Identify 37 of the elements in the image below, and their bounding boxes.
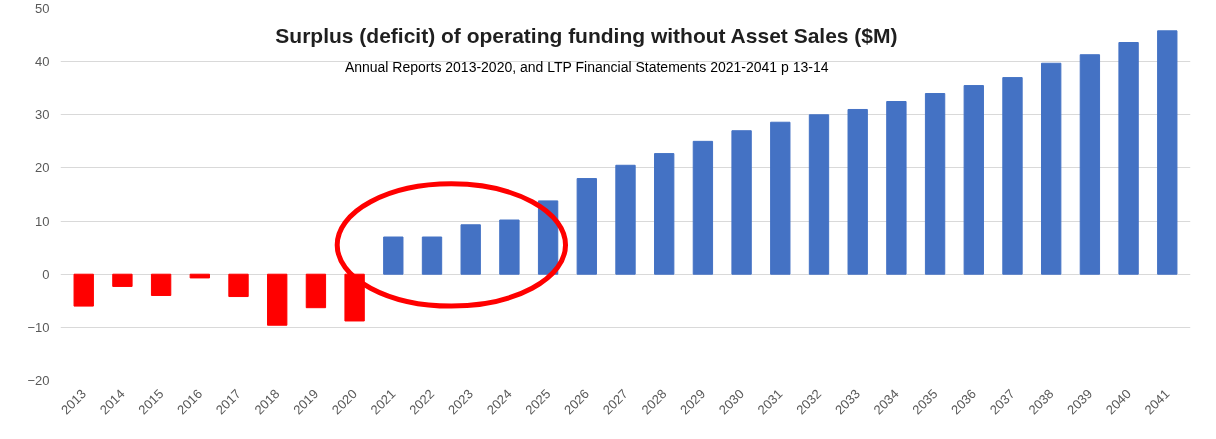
bar	[654, 153, 675, 275]
bar	[576, 178, 597, 275]
y-tick-label: 30	[35, 107, 50, 123]
bar	[267, 273, 288, 326]
bar	[770, 121, 791, 275]
bar	[924, 93, 946, 275]
bar	[73, 273, 94, 307]
y-tick-label: 0	[42, 266, 50, 282]
bar	[731, 130, 752, 275]
y-tick-label: 40	[35, 54, 50, 70]
text: Annual Reports 2013-2020, and LTP Financial Statements 2021-2041 p 13-14	[344, 58, 829, 75]
bar	[421, 236, 443, 275]
y-tick-label: 20	[35, 160, 50, 176]
bar	[1002, 77, 1023, 275]
text: Surplus (deficit) of operating funding without Asset Sales ($M)	[275, 23, 898, 47]
bar	[305, 273, 327, 309]
bar	[499, 219, 520, 275]
bar	[383, 236, 404, 275]
y-tick-label: −10	[27, 319, 50, 335]
bar	[150, 273, 172, 296]
bar	[189, 273, 210, 279]
y-tick-label: 10	[35, 213, 50, 229]
bar	[1041, 62, 1062, 275]
bar	[847, 108, 868, 275]
bar	[692, 140, 714, 275]
bar	[886, 101, 907, 275]
bar	[615, 164, 636, 275]
bar	[112, 273, 133, 287]
bar	[228, 273, 249, 298]
bar	[963, 85, 984, 275]
bar	[1157, 30, 1178, 275]
y-tick-label: 50	[35, 1, 50, 16]
bar	[1079, 54, 1101, 275]
y-tick-label: −20	[27, 373, 50, 388]
bar	[1118, 42, 1139, 275]
bar	[808, 114, 830, 275]
bar	[460, 224, 481, 275]
